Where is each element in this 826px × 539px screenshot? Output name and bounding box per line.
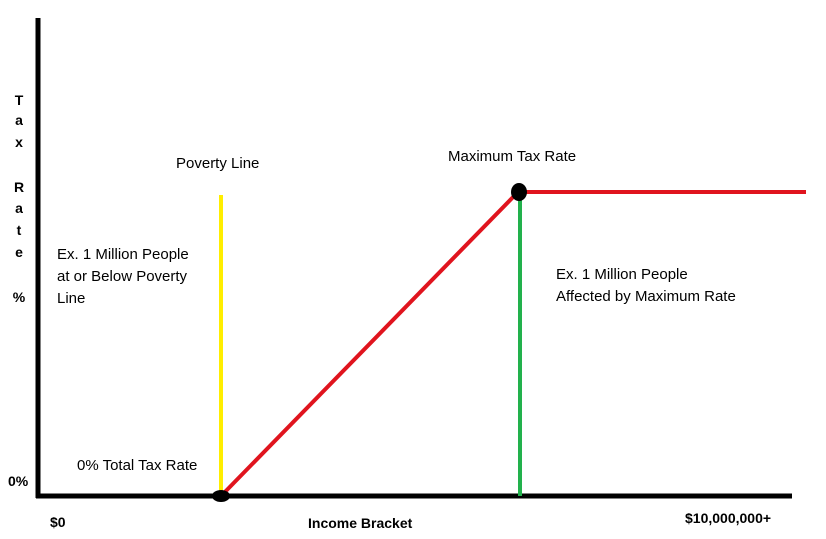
max-note-line: Affected by Maximum Rate: [556, 288, 736, 305]
y-axis-letter: R: [14, 179, 24, 195]
x-axis-title: Income Bracket: [308, 515, 413, 531]
poverty-note-line: Ex. 1 Million People: [57, 246, 189, 263]
max-rate-label: Maximum Tax Rate: [448, 148, 576, 165]
poverty-line-label: Poverty Line: [176, 155, 259, 172]
y-axis-letter: %: [13, 289, 26, 305]
y-axis-letter: a: [15, 112, 23, 128]
y-axis-letter: e: [15, 244, 23, 260]
poverty-note-line: Line: [57, 290, 85, 307]
zero-rate-label: 0% Total Tax Rate: [77, 457, 197, 474]
x-axis-min-label: $0: [50, 514, 66, 530]
y-axis-letter: x: [15, 134, 23, 150]
y-axis-letter: a: [15, 200, 23, 216]
y-axis-zero-label: 0%: [8, 473, 29, 489]
x-axis-max-label: $10,000,000+: [685, 510, 771, 526]
max-note-line: Ex. 1 Million People: [556, 266, 688, 283]
y-axis-letter: T: [15, 92, 24, 108]
max-rate-point: [511, 183, 527, 201]
zero-rate-point: [212, 490, 230, 502]
tax-rate-curve: [219, 190, 806, 498]
y-axis-letter: t: [17, 222, 22, 238]
poverty-note-line: at or Below Poverty: [57, 268, 188, 285]
